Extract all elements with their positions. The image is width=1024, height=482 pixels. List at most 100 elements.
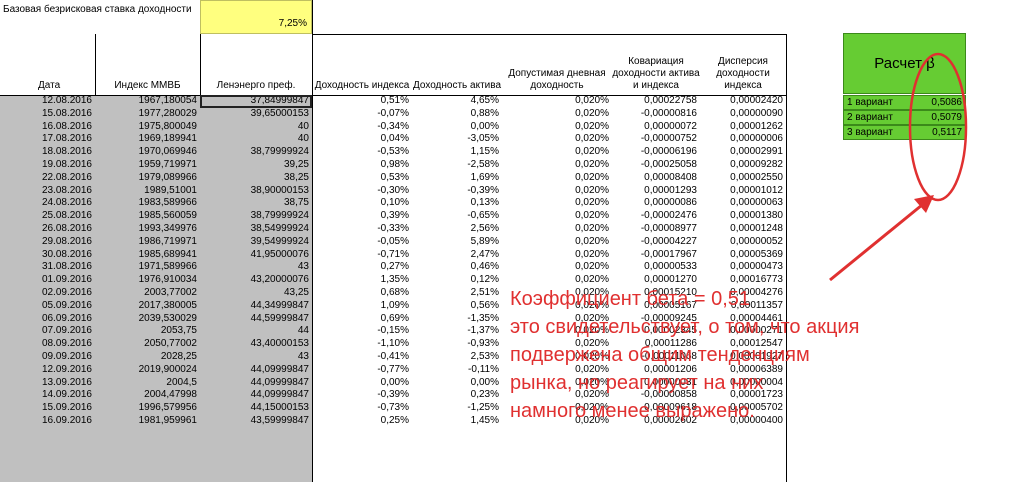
index-return-cell[interactable]: 0,51% <box>380 95 409 106</box>
covariance-cell[interactable]: -0,00000752 <box>640 133 697 145</box>
allowed-return-cell[interactable]: 0,020% <box>575 389 609 401</box>
variance-cell[interactable]: 0,00012547 <box>730 338 783 350</box>
asset-return-cell[interactable]: -0,65% <box>467 210 499 222</box>
mmvb-cell[interactable]: 2053,75 <box>160 325 197 337</box>
date-cell[interactable]: 29.08.2016 <box>41 235 92 247</box>
asset-return-cell[interactable]: -1,35% <box>467 312 499 324</box>
index-return-cell[interactable]: 1,09% <box>380 299 409 311</box>
date-cell[interactable]: 14.09.2016 <box>41 389 92 401</box>
variance-cell[interactable]: 0,00001927 <box>730 350 783 362</box>
date-cell[interactable]: 16.09.2016 <box>41 414 92 426</box>
covariance-cell[interactable]: 0,00001206 <box>644 363 697 375</box>
date-cell[interactable]: 25.08.2016 <box>41 210 92 222</box>
mmvb-cell[interactable]: 1986,719971 <box>138 235 197 247</box>
allowed-return-cell[interactable]: 0,020% <box>575 402 609 414</box>
date-cell[interactable]: 15.08.2016 <box>41 107 92 119</box>
header-date[interactable]: Дата <box>38 80 61 91</box>
variance-cell[interactable]: 0,00000004 <box>730 376 783 388</box>
covariance-cell[interactable]: -0,00004227 <box>640 235 697 247</box>
index-return-cell[interactable]: 0,68% <box>380 286 409 298</box>
index-return-cell[interactable]: -0,73% <box>377 402 409 414</box>
covariance-cell[interactable]: 0,00000086 <box>644 197 697 209</box>
covariance-cell[interactable]: -0,00006196 <box>640 146 697 158</box>
index-return-cell[interactable]: 0,04% <box>380 133 409 145</box>
variance-cell[interactable]: 0,00002550 <box>730 171 783 183</box>
lenenergo-cell[interactable]: 38,79999924 <box>250 146 309 158</box>
date-cell[interactable]: 22.08.2016 <box>41 171 92 183</box>
date-cell[interactable]: 05.09.2016 <box>41 299 92 311</box>
asset-return-cell[interactable]: 0,56% <box>470 299 499 311</box>
allowed-return-cell[interactable]: 0,020% <box>575 363 609 375</box>
header-index-return[interactable]: Доходность индекса <box>314 80 410 91</box>
covariance-cell[interactable]: 0,00005167 <box>644 299 697 311</box>
allowed-return-cell[interactable]: 0,020% <box>575 158 609 170</box>
lenenergo-cell[interactable]: 39,54999924 <box>250 235 309 247</box>
asset-return-cell[interactable]: 4,65% <box>470 95 499 106</box>
beta-variant-row[interactable]: 1 вариант 0,5086 <box>843 95 966 110</box>
variance-cell[interactable]: 0,00002991 <box>730 146 783 158</box>
asset-return-cell[interactable]: -2,58% <box>467 158 499 170</box>
lenenergo-cell[interactable]: 43,25 <box>283 286 309 298</box>
index-return-cell[interactable]: -0,77% <box>377 363 409 375</box>
date-cell[interactable]: 16.08.2016 <box>41 120 92 132</box>
allowed-return-cell[interactable]: 0,020% <box>575 184 609 196</box>
allowed-return-cell[interactable]: 0,020% <box>575 325 609 337</box>
covariance-cell[interactable]: 0,00008408 <box>644 171 697 183</box>
index-return-cell[interactable]: -0,39% <box>377 389 409 401</box>
index-return-cell[interactable]: -0,30% <box>377 184 409 196</box>
beta-calc-title[interactable]: Расчет β <box>843 33 966 94</box>
index-return-cell[interactable]: -0,53% <box>377 146 409 158</box>
asset-return-cell[interactable]: 2,47% <box>470 248 499 260</box>
mmvb-cell[interactable]: 1981,959961 <box>138 414 197 426</box>
asset-return-cell[interactable]: -0,93% <box>467 338 499 350</box>
lenenergo-cell[interactable]: 41,95000076 <box>250 248 309 260</box>
covariance-cell[interactable]: 0,00002345 <box>644 325 697 337</box>
variance-cell[interactable]: 0,00000271 <box>730 325 783 337</box>
date-cell[interactable]: 30.08.2016 <box>41 248 92 260</box>
mmvb-cell[interactable]: 2004,47998 <box>144 389 197 401</box>
date-cell[interactable]: 09.09.2016 <box>41 350 92 362</box>
header-mmvb-index[interactable]: Индекс ММВБ <box>114 80 181 91</box>
allowed-return-cell[interactable]: 0,020% <box>575 299 609 311</box>
date-cell[interactable]: 06.09.2016 <box>41 312 92 324</box>
asset-return-cell[interactable]: -3,05% <box>467 133 499 145</box>
covariance-cell[interactable]: 0,00000072 <box>644 120 697 132</box>
lenenergo-cell[interactable]: 44 <box>297 325 309 337</box>
lenenergo-cell[interactable]: 44,09999847 <box>250 389 309 401</box>
allowed-return-cell[interactable]: 0,020% <box>575 235 609 247</box>
lenenergo-cell[interactable]: 43 <box>297 261 309 273</box>
index-return-cell[interactable]: 0,53% <box>380 171 409 183</box>
covariance-cell[interactable]: 0,00001270 <box>644 274 697 286</box>
variance-cell[interactable]: 0,00005369 <box>730 248 783 260</box>
mmvb-cell[interactable]: 2039,530029 <box>138 312 197 324</box>
variance-cell[interactable]: 0,00009282 <box>730 158 783 170</box>
variance-cell[interactable]: 0,00000052 <box>730 235 783 247</box>
index-return-cell[interactable]: -0,41% <box>377 350 409 362</box>
beta-variant-row[interactable]: 3 вариант 0,5117 <box>843 125 966 140</box>
index-return-cell[interactable]: -0,33% <box>377 222 409 234</box>
variance-cell[interactable]: 0,00001262 <box>730 120 783 132</box>
asset-return-cell[interactable]: -0,39% <box>467 184 499 196</box>
beta-variant-row[interactable]: 2 вариант 0,5079 <box>843 110 966 125</box>
mmvb-cell[interactable]: 1985,560059 <box>138 210 197 222</box>
covariance-cell[interactable]: 0,00009618 <box>644 402 697 414</box>
allowed-return-cell[interactable]: 0,020% <box>575 274 609 286</box>
covariance-cell[interactable]: 0,00002602 <box>644 414 697 426</box>
asset-return-cell[interactable]: 2,56% <box>470 222 499 234</box>
asset-return-cell[interactable]: 0,00% <box>470 120 499 132</box>
variance-cell[interactable]: 0,00001012 <box>730 184 783 196</box>
asset-return-cell[interactable]: 2,51% <box>470 286 499 298</box>
lenenergo-cell[interactable]: 43,59999847 <box>250 414 309 426</box>
lenenergo-cell[interactable]: 38,79999924 <box>250 210 309 222</box>
variance-cell[interactable]: 0,00006389 <box>730 363 783 375</box>
mmvb-cell[interactable]: 2028,25 <box>160 350 197 362</box>
index-return-cell[interactable]: 0,69% <box>380 312 409 324</box>
mmvb-cell[interactable]: 2050,77002 <box>144 338 197 350</box>
mmvb-cell[interactable]: 2017,380005 <box>138 299 197 311</box>
allowed-return-cell[interactable]: 0,020% <box>575 197 609 209</box>
lenenergo-cell[interactable]: 38,54999924 <box>250 222 309 234</box>
covariance-cell[interactable]: -0,00017967 <box>640 248 697 260</box>
variance-cell[interactable]: 0,00000063 <box>730 197 783 209</box>
index-return-cell[interactable]: 0,98% <box>380 158 409 170</box>
allowed-return-cell[interactable]: 0,020% <box>575 414 609 426</box>
